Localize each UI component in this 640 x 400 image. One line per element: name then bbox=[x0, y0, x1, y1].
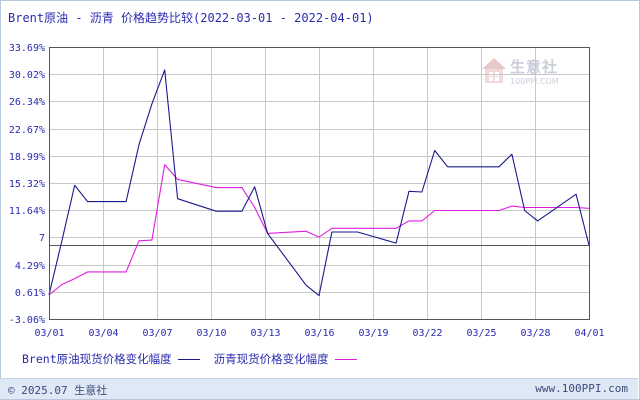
series-layer bbox=[48, 69, 590, 297]
series-line-brent bbox=[48, 69, 590, 297]
footer-copyright: © 2025.07 生意社 bbox=[8, 384, 108, 397]
y-tick-label: 30.02% bbox=[9, 70, 45, 81]
x-tick-label: 03/19 bbox=[358, 328, 388, 339]
x-tick-label: 03/13 bbox=[250, 328, 280, 339]
watermark-name: 生意社 bbox=[510, 58, 559, 76]
legend-label-asphalt: 沥青现货价格变化幅度 bbox=[213, 352, 329, 366]
y-tick-label: 7 bbox=[39, 233, 45, 244]
x-tick-label: 03/16 bbox=[304, 328, 334, 339]
footer-site-link[interactable]: www.100PPI.com bbox=[535, 382, 628, 395]
x-tick-label: 03/28 bbox=[520, 328, 550, 339]
watermark-url: 100PPI.COM bbox=[510, 77, 559, 86]
legend: Brent原油现货价格变化幅度 沥青现货价格变化幅度 bbox=[22, 351, 371, 367]
x-tick-label: 03/07 bbox=[142, 328, 172, 339]
legend-label-brent: Brent原油现货价格变化幅度 bbox=[22, 352, 172, 366]
chart-title: Brent原油 - 沥青 价格趋势比较(2022-03-01 - 2022-04… bbox=[8, 11, 374, 25]
y-axis-ticks: 33.69% 30.02% 26.34% 22.67% 18.99% 15.32% 11.6… bbox=[9, 43, 45, 326]
x-tick-label: 03/25 bbox=[466, 328, 496, 339]
footer-bar: © 2025.07 生意社 www.100PPI.com bbox=[0, 378, 638, 399]
legend-line-brent bbox=[177, 358, 200, 360]
x-tick-label: 04/01 bbox=[574, 328, 604, 339]
y-tick-label: 33.69% bbox=[9, 43, 45, 54]
watermark: 生意社 100PPI.COM bbox=[480, 56, 580, 90]
grid bbox=[49, 47, 590, 320]
x-tick-label: 03/01 bbox=[34, 328, 64, 339]
y-tick-label: 4.29% bbox=[15, 261, 45, 272]
y-tick-label: -3.06% bbox=[9, 315, 45, 326]
y-tick-label: 15.32% bbox=[9, 179, 45, 190]
y-tick-label: 11.64% bbox=[9, 206, 45, 217]
x-axis-ticks: 03/01 03/04 03/07 03/10 03/13 03/16 03/19 03/22… bbox=[34, 328, 604, 339]
y-tick-label: 22.67% bbox=[9, 125, 45, 136]
series-line-asphalt bbox=[48, 164, 590, 296]
y-tick-label: 26.34% bbox=[9, 97, 45, 108]
x-tick-label: 03/10 bbox=[196, 328, 226, 339]
plot-area-border bbox=[49, 47, 590, 320]
x-tick-label: 03/04 bbox=[88, 328, 118, 339]
legend-line-asphalt bbox=[334, 358, 357, 360]
y-tick-label: 18.99% bbox=[9, 152, 45, 163]
x-tick-label: 03/22 bbox=[412, 328, 442, 339]
y-tick-label: 0.61% bbox=[15, 288, 45, 299]
